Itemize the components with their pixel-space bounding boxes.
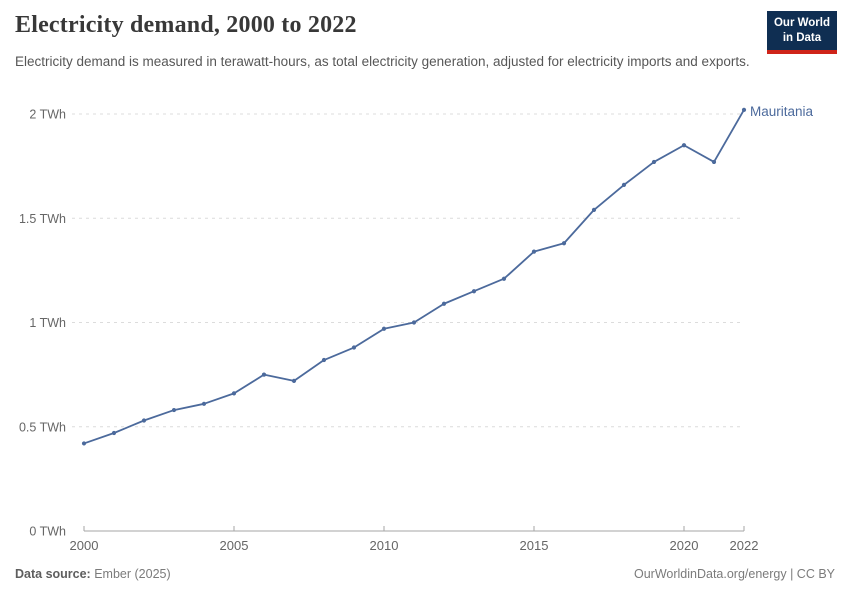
x-tick-label: 2015 xyxy=(520,538,549,553)
data-point[interactable] xyxy=(621,182,627,187)
data-point[interactable] xyxy=(531,249,537,254)
y-tick-label: 2 TWh xyxy=(29,108,66,122)
y-tick-label: 0.5 TWh xyxy=(19,420,66,434)
data-source-value: Ember (2025) xyxy=(90,567,171,581)
data-point[interactable] xyxy=(381,326,387,331)
data-point[interactable] xyxy=(351,345,357,350)
data-point[interactable] xyxy=(591,207,597,213)
data-point[interactable] xyxy=(411,320,417,325)
data-point[interactable] xyxy=(171,407,177,413)
x-tick-label: 2020 xyxy=(670,538,699,553)
data-point[interactable] xyxy=(261,372,267,377)
data-point[interactable] xyxy=(651,159,657,165)
data-point[interactable] xyxy=(561,241,567,246)
data-source-label: Data source: xyxy=(15,567,91,581)
chart-footer: Data source: Ember (2025) OurWorldinData… xyxy=(0,567,850,581)
data-source: Data source: Ember (2025) xyxy=(15,567,171,581)
data-point[interactable] xyxy=(471,289,477,294)
data-point[interactable] xyxy=(231,391,237,396)
data-point[interactable] xyxy=(291,378,297,383)
x-tick-label: 2022 xyxy=(730,538,759,553)
data-point[interactable] xyxy=(201,401,207,406)
credit-line[interactable]: OurWorldinData.org/energy | CC BY xyxy=(633,567,835,581)
y-tick-label: 1 TWh xyxy=(29,316,66,330)
data-point[interactable] xyxy=(741,107,747,112)
data-point[interactable] xyxy=(141,418,147,423)
owid-logo[interactable]: Our World in Data xyxy=(766,11,837,54)
chart-subtitle: Electricity demand is measured in terawa… xyxy=(15,54,750,69)
series-line-mauritania[interactable] xyxy=(83,108,745,445)
data-point[interactable] xyxy=(681,143,687,148)
x-tick-label: 2000 xyxy=(70,538,99,553)
y-tick-label: 1.5 TWh xyxy=(19,212,66,226)
data-point[interactable] xyxy=(441,301,447,306)
data-point[interactable] xyxy=(81,441,87,446)
data-point[interactable] xyxy=(321,357,327,363)
data-point[interactable] xyxy=(111,430,117,436)
x-tick-label: 2010 xyxy=(370,538,399,553)
x-tick-label: 2005 xyxy=(220,538,249,553)
data-point[interactable] xyxy=(501,276,507,281)
owid-logo-line2: in Data xyxy=(782,31,822,44)
data-point[interactable] xyxy=(711,159,717,165)
chart-title: Electricity demand, 2000 to 2022 xyxy=(15,12,357,38)
y-tick-label: 0 TWh xyxy=(29,525,66,539)
owid-logo-line1: Our World xyxy=(773,17,830,29)
series-entity-label[interactable]: Mauritania xyxy=(750,104,814,119)
